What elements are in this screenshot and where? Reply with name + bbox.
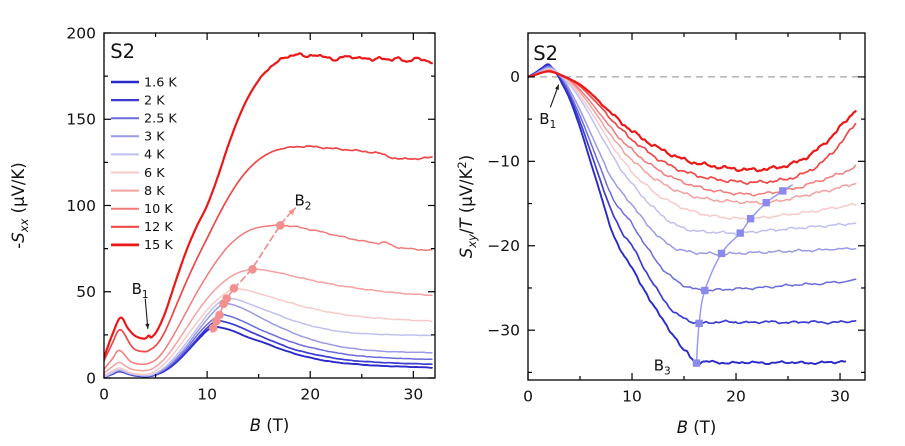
curve-1-6-k <box>528 63 847 366</box>
peak-marker-circle <box>248 265 257 274</box>
y-tick-label: −20 <box>487 237 520 255</box>
y-axis-title: Sxy/T (μV/K2) <box>455 155 479 258</box>
legend-item-1-6-k: 1.6 K <box>111 75 177 90</box>
right-panel: 0 10 20 30 0 −10 −20 −30 B (T) Sxy/T (μV/K2) S2 B1 B… <box>455 32 866 437</box>
x-tick-label: 30 <box>830 388 850 406</box>
minimum-marker-square <box>736 229 744 237</box>
minimum-marker-square <box>701 286 709 295</box>
b1-label-left: B1 <box>132 280 149 301</box>
peak-marker-circle <box>276 221 285 230</box>
legend-item-12-k: 12 K <box>111 220 173 235</box>
annotation-arrowhead <box>145 323 150 329</box>
legend-label: 4 K <box>144 148 165 163</box>
curve-4-k <box>528 67 857 236</box>
trend-arrowhead <box>288 208 296 216</box>
x-tick-label: 0 <box>523 388 533 406</box>
b3-label-right: B3 <box>654 357 671 378</box>
legend-label: 6 K <box>144 166 165 181</box>
y-tick-label: 150 <box>66 111 96 129</box>
x-tick-label: 20 <box>726 388 746 406</box>
x-axis-title: B (T) <box>677 418 717 437</box>
peak-marker-circle <box>229 284 239 293</box>
minimum-marker-square <box>695 319 703 328</box>
legend-item-10-k: 10 K <box>111 202 173 217</box>
curve-6-k <box>104 287 433 377</box>
y-tick-label: 0 <box>510 68 520 86</box>
legend-item-3-k: 3 K <box>111 130 165 145</box>
legend-label: 12 K <box>144 220 173 235</box>
legend: 1.6 K 2 K 2.5 K 3 K 4 K 6 K 8 K 10 K 12 K 15 K <box>111 75 177 253</box>
curve-15-k <box>104 52 433 359</box>
minimum-marker-square <box>779 187 787 195</box>
marker-trend-line-0 <box>695 184 793 364</box>
x-tick-label: 0 <box>99 386 109 404</box>
curve-8-k <box>104 268 433 374</box>
y-tick-label: 200 <box>66 24 96 42</box>
legend-item-15-k: 15 K <box>111 238 173 253</box>
curve-2-5-k <box>528 65 857 293</box>
legend-label: 3 K <box>144 130 165 145</box>
curve-12-k <box>104 145 433 362</box>
marker-trend-line-1 <box>233 207 297 290</box>
panel-label-left: S2 <box>110 40 135 63</box>
annotation-arrowhead <box>555 84 559 90</box>
legend-label: 8 K <box>144 184 165 199</box>
legend-item-4-k: 4 K <box>111 148 165 163</box>
legend-label: 15 K <box>144 238 173 253</box>
curve-10-k <box>104 224 433 371</box>
y-tick-label: 100 <box>66 197 96 215</box>
legend-label: 2.5 K <box>144 112 177 127</box>
panel-label-right: S2 <box>533 42 558 65</box>
x-tick-label: 10 <box>197 386 217 404</box>
curve-15-k <box>528 70 857 173</box>
right-plot-area <box>528 63 865 366</box>
curve-6-k <box>528 68 857 221</box>
y-tick-label: −10 <box>487 153 520 171</box>
x-axis-title: B (T) <box>250 416 290 435</box>
y-tick-label: 50 <box>76 283 96 301</box>
x-tick-label: 10 <box>622 388 642 406</box>
legend-item-2-5-k: 2.5 K <box>111 112 177 127</box>
legend-label: 10 K <box>144 202 173 217</box>
legend-label: 1.6 K <box>144 75 177 90</box>
curve-4-k <box>104 297 433 378</box>
legend-label: 2 K <box>144 93 165 108</box>
y-tick-label: −30 <box>487 321 520 339</box>
annotation-arrow <box>144 298 149 329</box>
x-tick-label: 30 <box>403 386 423 404</box>
y-axis-title: -Sxx (μV/K) <box>9 162 31 248</box>
legend-item-2-k: 2 K <box>111 93 165 108</box>
y-tick-label: 0 <box>86 369 96 387</box>
legend-item-6-k: 6 K <box>111 166 165 181</box>
b2-label-left: B2 <box>295 192 312 213</box>
peak-marker-circle <box>222 294 231 303</box>
peak-marker-circle <box>215 310 224 320</box>
minimum-marker-square <box>692 359 701 367</box>
b1-label-right: B1 <box>539 110 556 131</box>
left-plot-area <box>104 52 433 378</box>
minimum-marker-square <box>762 199 770 207</box>
legend-item-8-k: 8 K <box>111 184 165 199</box>
peak-marker-circle <box>209 323 218 333</box>
minimum-marker-square <box>717 249 726 258</box>
minimum-marker-square <box>746 215 755 223</box>
x-tick-label: 20 <box>300 386 320 404</box>
left-panel: 0 10 20 30 0 50 100 150 200 B (T) -Sxx (μV/K) S2 B1 B… <box>9 24 436 435</box>
right-axes-frame <box>527 32 866 381</box>
